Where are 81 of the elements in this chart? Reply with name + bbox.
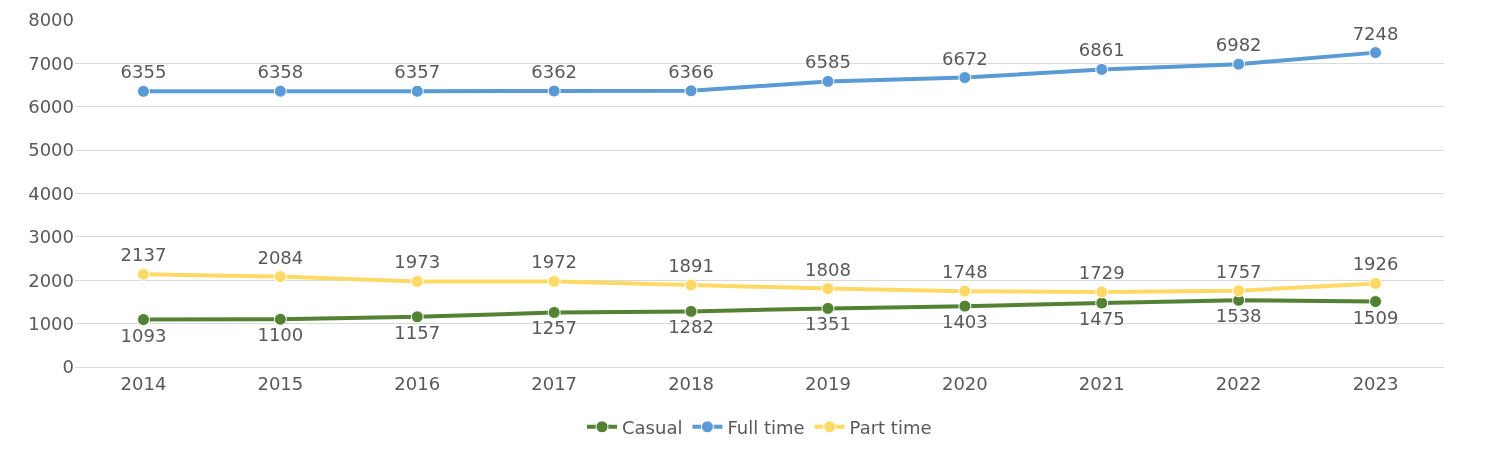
point xyxy=(410,274,424,288)
x-tick-label: 2022 xyxy=(1215,372,1262,394)
legend-label: Part time xyxy=(849,416,932,438)
data-label: 2137 xyxy=(120,244,167,266)
point xyxy=(1095,285,1109,299)
data-label: 1282 xyxy=(668,316,714,338)
point xyxy=(684,84,698,98)
point xyxy=(136,84,150,98)
data-label: 1403 xyxy=(941,311,988,333)
point xyxy=(684,278,698,292)
point xyxy=(1369,276,1383,290)
x-tick-label: 2014 xyxy=(120,372,167,394)
data-label: 1093 xyxy=(120,324,167,346)
data-label: 1509 xyxy=(1352,306,1399,328)
data-label: 6861 xyxy=(1078,39,1125,61)
point xyxy=(1232,284,1246,298)
point xyxy=(1369,295,1383,309)
data-label: 7248 xyxy=(1352,22,1399,44)
x-tick-label: 2017 xyxy=(531,372,578,394)
y-tick-label: 5000 xyxy=(28,139,74,161)
legend-label: Full time xyxy=(727,416,805,438)
data-label: 1972 xyxy=(531,251,578,273)
point xyxy=(1369,46,1383,60)
data-label: 6366 xyxy=(668,60,714,82)
data-label: 6585 xyxy=(805,51,851,73)
point xyxy=(1095,62,1109,76)
point xyxy=(136,313,150,327)
y-tick-label: 3000 xyxy=(28,226,74,248)
data-label: 1157 xyxy=(394,321,441,343)
point xyxy=(684,304,698,318)
legend-label: Casual xyxy=(622,416,683,438)
x-tick-label: 2016 xyxy=(394,372,441,394)
point xyxy=(958,71,972,85)
data-label: 6982 xyxy=(1215,34,1262,56)
data-label: 6355 xyxy=(120,61,167,83)
data-label: 1748 xyxy=(941,261,988,283)
y-tick-label: 8000 xyxy=(28,9,74,31)
y-tick-label: 4000 xyxy=(28,182,74,204)
data-label: 6358 xyxy=(257,61,304,83)
data-label: 1351 xyxy=(805,313,851,335)
x-tick-label: 2020 xyxy=(941,372,988,394)
point xyxy=(136,267,150,281)
y-tick-label: 0 xyxy=(62,356,74,378)
y-tick-label: 2000 xyxy=(28,269,74,291)
data-label: 1100 xyxy=(257,324,304,346)
data-label: 1729 xyxy=(1078,262,1125,283)
x-tick-label: 2015 xyxy=(257,372,304,394)
point xyxy=(273,270,287,284)
x-tick-label: 2021 xyxy=(1078,372,1125,394)
data-label: 1757 xyxy=(1215,260,1262,282)
point xyxy=(273,84,287,98)
data-label: 1808 xyxy=(805,258,851,280)
y-tick-label: 6000 xyxy=(28,96,74,118)
data-label: 6357 xyxy=(394,61,441,83)
x-tick-label: 2023 xyxy=(1352,372,1399,394)
y-tick-label: 1000 xyxy=(28,312,74,334)
point xyxy=(821,282,835,296)
point xyxy=(547,305,561,319)
point xyxy=(958,284,972,298)
point xyxy=(410,84,424,98)
data-label: 6672 xyxy=(941,47,988,69)
point xyxy=(821,301,835,315)
data-label: 1475 xyxy=(1078,308,1125,330)
point xyxy=(273,312,287,326)
point xyxy=(547,84,561,98)
data-label: 1973 xyxy=(394,251,441,273)
y-tick-label: 7000 xyxy=(28,52,74,74)
point xyxy=(958,299,972,313)
data-label: 1926 xyxy=(1352,253,1399,275)
point xyxy=(547,274,561,288)
data-label: 1538 xyxy=(1215,305,1262,327)
x-tick-label: 2018 xyxy=(668,372,714,394)
point xyxy=(821,74,835,88)
point xyxy=(1095,296,1109,310)
point xyxy=(410,310,424,324)
data-label: 1891 xyxy=(668,254,714,276)
data-label: 2084 xyxy=(257,246,304,268)
data-label: 1257 xyxy=(531,317,578,339)
x-tick-label: 2019 xyxy=(805,372,851,394)
data-label: 6362 xyxy=(531,61,578,83)
point xyxy=(1232,57,1246,71)
